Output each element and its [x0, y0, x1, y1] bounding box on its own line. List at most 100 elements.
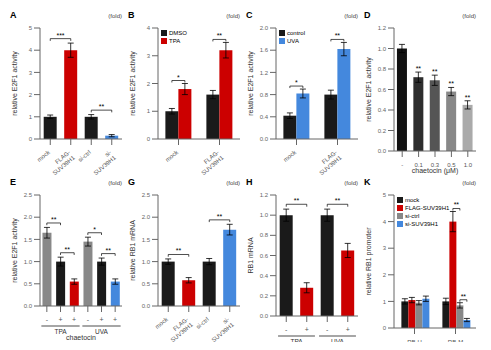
svg-text:3: 3 — [383, 245, 387, 251]
svg-text:0.6: 0.6 — [260, 253, 269, 259]
svg-text:2.5: 2.5 — [24, 192, 33, 198]
svg-text:FLAG-SUV39H1: FLAG-SUV39H1 — [314, 149, 343, 175]
svg-text:0.8: 0.8 — [378, 66, 387, 72]
svg-text:-: - — [326, 326, 329, 333]
svg-text:5: 5 — [383, 192, 387, 198]
svg-text:relative E2F1 activity: relative E2F1 activity — [247, 51, 255, 116]
svg-text:**: ** — [65, 246, 71, 253]
svg-text:2: 2 — [383, 272, 387, 278]
svg-text:0.8: 0.8 — [260, 232, 269, 238]
svg-text:+: + — [346, 326, 350, 333]
svg-text:*: * — [93, 226, 96, 233]
svg-text:1: 1 — [29, 114, 33, 120]
svg-text:**: ** — [176, 247, 182, 254]
svg-text:1.5: 1.5 — [142, 237, 151, 243]
svg-text:1.0: 1.0 — [464, 162, 473, 168]
svg-text:2.5: 2.5 — [142, 192, 151, 198]
svg-text:0.0: 0.0 — [260, 313, 269, 319]
svg-text:relative E2F1 activity: relative E2F1 activity — [11, 51, 19, 116]
svg-text:-: - — [87, 316, 90, 323]
svg-text:**: ** — [217, 32, 223, 39]
svg-text:0.6: 0.6 — [378, 87, 387, 93]
svg-text:mock: mock — [282, 149, 298, 163]
svg-text:FLAG-SUV39H1: FLAG-SUV39H1 — [47, 149, 76, 175]
svg-text:0.8: 0.8 — [260, 92, 269, 98]
svg-text:+: + — [99, 316, 103, 323]
svg-text:**: ** — [432, 68, 438, 75]
svg-text:4: 4 — [383, 219, 387, 225]
svg-text:2: 2 — [29, 92, 33, 98]
svg-text:2.0: 2.0 — [142, 214, 151, 220]
svg-text:0: 0 — [383, 325, 387, 331]
svg-text:**: ** — [448, 80, 454, 87]
svg-text:0.4: 0.4 — [260, 114, 269, 120]
svg-text:**: ** — [465, 94, 471, 101]
svg-text:1.6: 1.6 — [260, 47, 269, 53]
svg-text:1.0: 1.0 — [260, 212, 269, 218]
svg-text:chaetocin: chaetocin — [66, 334, 96, 341]
svg-text:relative E2F1 activity: relative E2F1 activity — [365, 57, 373, 122]
svg-text:0.5: 0.5 — [24, 281, 33, 287]
svg-text:**: ** — [51, 216, 57, 223]
svg-text:mock: mock — [154, 316, 170, 330]
svg-text:+: + — [113, 316, 117, 323]
svg-text:-: - — [285, 326, 288, 333]
svg-text:1.2: 1.2 — [260, 192, 269, 198]
svg-text:-: - — [46, 316, 49, 323]
svg-text:relative RB1 promoter: relative RB1 promoter — [365, 227, 373, 296]
svg-text:+: + — [72, 316, 76, 323]
svg-text:***: *** — [56, 32, 64, 39]
svg-text:mock: mock — [36, 149, 52, 163]
svg-text:1.2: 1.2 — [378, 25, 387, 31]
svg-text:relative E2F1 activity: relative E2F1 activity — [11, 218, 19, 283]
svg-text:chaetocin (μM): chaetocin (μM) — [412, 167, 458, 175]
svg-text:*: * — [177, 74, 180, 81]
svg-text:FLAG-SUV39H1: FLAG-SUV39H1 — [165, 316, 194, 342]
svg-text:UVA: UVA — [331, 338, 345, 342]
svg-text:2.0: 2.0 — [24, 214, 33, 220]
svg-text:0: 0 — [147, 136, 151, 142]
svg-text:4: 4 — [29, 47, 33, 53]
svg-text:0.4: 0.4 — [378, 107, 387, 113]
svg-text:0.5: 0.5 — [142, 281, 151, 287]
svg-text:3: 3 — [29, 70, 33, 76]
svg-text:TPA: TPA — [290, 338, 303, 342]
svg-text:RB-U: RB-U — [407, 339, 422, 342]
svg-text:mock: mock — [164, 149, 180, 163]
svg-text:2: 2 — [147, 81, 151, 87]
svg-text:RB1 mRNA: RB1 mRNA — [247, 237, 254, 274]
svg-text:1.0: 1.0 — [378, 46, 387, 52]
svg-text:si-SUV39H1: si-SUV39H1 — [206, 316, 235, 342]
svg-text:*: * — [295, 79, 298, 86]
svg-text:**: ** — [335, 197, 341, 204]
svg-text:2.0: 2.0 — [260, 25, 269, 31]
svg-text:1: 1 — [383, 299, 387, 305]
svg-text:relative E2F1 activity: relative E2F1 activity — [129, 51, 137, 116]
svg-text:**: ** — [335, 32, 341, 39]
svg-text:0.2: 0.2 — [260, 293, 269, 299]
svg-text:1.5: 1.5 — [24, 237, 33, 243]
svg-text:0.4: 0.4 — [260, 273, 269, 279]
svg-text:1.2: 1.2 — [260, 70, 269, 76]
svg-text:0.0: 0.0 — [378, 148, 387, 154]
svg-text:1: 1 — [147, 108, 151, 114]
svg-text:0: 0 — [29, 136, 33, 142]
svg-text:+: + — [58, 316, 62, 323]
svg-text:**: ** — [217, 213, 223, 220]
svg-text:+: + — [305, 326, 309, 333]
svg-text:1.0: 1.0 — [142, 259, 151, 265]
svg-text:**: ** — [461, 293, 467, 300]
svg-text:0.0: 0.0 — [24, 303, 33, 309]
svg-text:relative RB1 mRNA: relative RB1 mRNA — [129, 220, 136, 281]
svg-text:**: ** — [99, 103, 105, 110]
svg-text:4: 4 — [147, 25, 151, 31]
svg-text:si-SUV39H1: si-SUV39H1 — [88, 149, 117, 175]
svg-text:**: ** — [454, 201, 460, 208]
svg-text:FLAG-SUV39H1: FLAG-SUV39H1 — [196, 149, 225, 175]
svg-text:si-ctrl: si-ctrl — [195, 316, 210, 330]
svg-text:1.0: 1.0 — [24, 259, 33, 265]
svg-text:si-ctrl: si-ctrl — [77, 149, 92, 163]
svg-text:**: ** — [416, 65, 422, 72]
svg-text:0.2: 0.2 — [378, 128, 387, 134]
svg-text:RB-M: RB-M — [448, 339, 463, 342]
